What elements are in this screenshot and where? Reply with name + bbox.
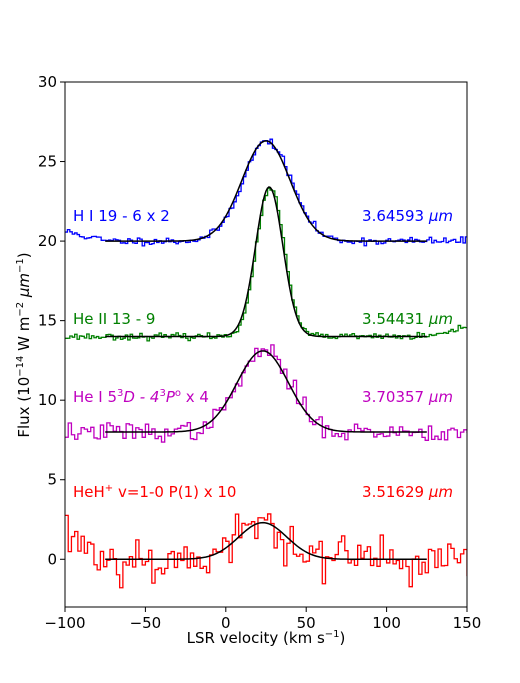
ticks-layer: −100 −50 0 50 100 150 0 5 10 15 20 25 30: [38, 73, 481, 632]
fit-hi: [105, 140, 427, 242]
y-tick-label: 10: [38, 391, 57, 409]
x-tick-label: −100: [44, 614, 85, 632]
y-tick-label: 5: [47, 471, 57, 489]
fit-hei: [105, 350, 427, 433]
x-tick-label: 150: [453, 614, 482, 632]
series-label-heh: HeH+ v=1-0 P(1) x 10: [73, 483, 236, 501]
x-tick-label: 50: [297, 614, 316, 632]
series-label-hei: He I 53D - 43Po x 4: [73, 388, 209, 406]
wavelength-hei: 3.70357 μm: [362, 388, 453, 406]
x-tick-label: −50: [130, 614, 162, 632]
y-axis-label: Flux (10−14 W m−2 μm−1): [15, 252, 33, 437]
series-label-hi: H I 19 - 6 x 2: [73, 207, 170, 225]
series-labels: H I 19 - 6 x 2 3.64593 μm He II 13 - 9 3.54…: [73, 207, 453, 501]
y-tick-label: 15: [38, 312, 57, 330]
x-tick-label: 0: [221, 614, 231, 632]
fit-heh: [105, 521, 427, 561]
wavelength-heii: 3.54431 μm: [362, 310, 453, 328]
plot-frame: [64, 81, 468, 608]
axes-frame: [64, 81, 468, 608]
y-tick-label: 0: [47, 550, 57, 568]
series-label-heii: He II 13 - 9: [73, 310, 155, 328]
spectrum-heh: [65, 513, 467, 589]
x-axis-label: LSR velocity (km s−1): [187, 629, 346, 647]
wavelength-heh: 3.51629 μm: [362, 483, 453, 501]
fit-heii: [105, 186, 427, 338]
wavelength-hi: 3.64593 μm: [362, 207, 453, 225]
y-tick-label: 25: [38, 153, 57, 171]
x-tick-label: 100: [372, 614, 401, 632]
spectrum-hei: [65, 344, 467, 443]
y-tick-label: 20: [38, 232, 57, 250]
y-tick-label: 30: [38, 73, 57, 91]
series-layer: [65, 138, 467, 589]
